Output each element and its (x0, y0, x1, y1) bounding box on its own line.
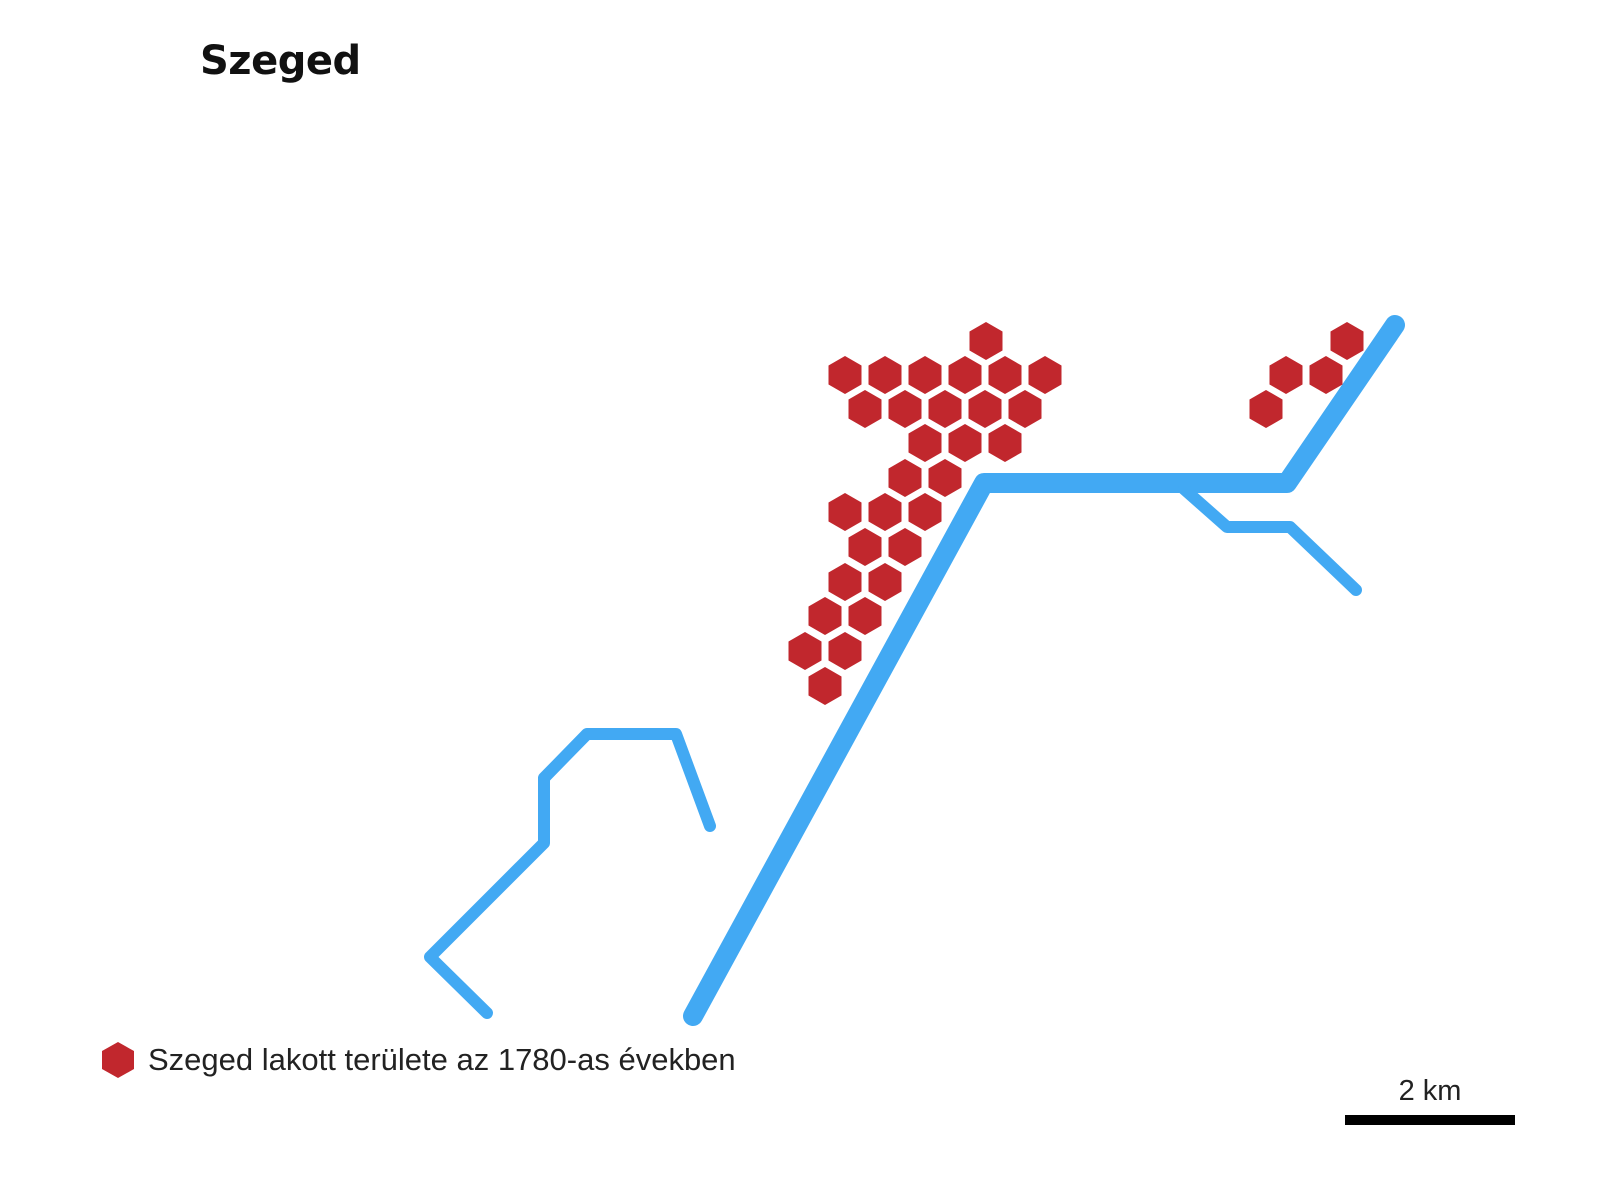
settlement-hexagon (848, 528, 882, 566)
settlement-hexagon (1008, 390, 1042, 428)
settlement-hexagon (868, 493, 902, 531)
settlement-hexagon (1309, 356, 1343, 394)
scale-bar-line (1345, 1115, 1515, 1125)
settlement-hexagon (948, 424, 982, 462)
settlement-hexagon (908, 493, 942, 531)
legend-label: Szeged lakott területe az 1780-as évekbe… (148, 1042, 736, 1077)
settlement-hexagon (828, 632, 862, 670)
settlement-hexagon (969, 322, 1003, 360)
settlement-hexagon (988, 356, 1022, 394)
scale-bar: 2 km (1345, 1075, 1515, 1125)
settlement-hexagon (948, 356, 982, 394)
settlement-hexagon (788, 632, 822, 670)
settlement-hexagon (888, 390, 922, 428)
settlement-hexagon (928, 459, 962, 497)
settlement-hexagon (1028, 356, 1062, 394)
main-river (683, 315, 1405, 1026)
river-layer (424, 315, 1405, 1026)
settlement-hexagon (908, 356, 942, 394)
settlement-hexagon (968, 390, 1002, 428)
hexagon-icon (102, 1042, 134, 1078)
settlement-hexagon (1249, 390, 1283, 428)
settlement-hexagon (828, 563, 862, 601)
tributary-east (1178, 483, 1362, 596)
settlement-hexagon (808, 667, 842, 705)
settlement-hexagon (928, 390, 962, 428)
settlement-hexagon (868, 356, 902, 394)
settlement-hexagon (868, 563, 902, 601)
settlement-hexagon (848, 390, 882, 428)
settlement-hexagon (988, 424, 1022, 462)
settlement-hexagon (828, 356, 862, 394)
settlement-hexagon (888, 459, 922, 497)
settlement-area (788, 322, 1364, 705)
settlement-hexagon (1269, 356, 1303, 394)
settlement-hexagon (908, 424, 942, 462)
settlement-hexagon (1330, 322, 1364, 360)
map-title: Szeged (200, 38, 361, 84)
map-legend: Szeged lakott területe az 1780-as évekbe… (100, 1040, 736, 1080)
scale-bar-label: 2 km (1398, 1075, 1462, 1107)
settlement-hexagon (828, 493, 862, 531)
settlement-hexagon (808, 597, 842, 635)
tributary-southwest (424, 728, 716, 1019)
settlement-hexagon (888, 528, 922, 566)
settlement-hexagon (848, 597, 882, 635)
